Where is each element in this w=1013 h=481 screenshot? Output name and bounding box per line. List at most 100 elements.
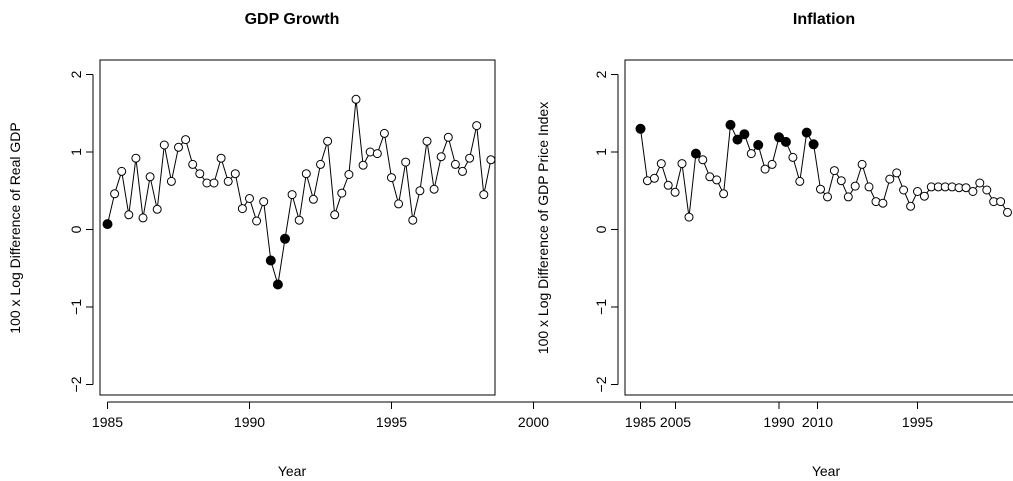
gdp-growth-data-point — [174, 142, 183, 152]
gdp-growth-data-point — [152, 204, 162, 214]
gdp-growth-data-point — [344, 170, 354, 179]
gdp-growth-data-point — [387, 173, 396, 183]
inflation-highlighted-point — [801, 127, 812, 138]
gdp-growth-data-point — [138, 213, 148, 223]
gdp-growth-highlighted-point — [265, 255, 276, 266]
inflation-highlighted-point — [808, 139, 819, 150]
gdp-growth-data-point — [131, 153, 141, 163]
gdp-growth-data-point — [237, 204, 247, 214]
inflation-data-point — [899, 185, 909, 195]
inflation-y-tick-label: −1 — [593, 299, 609, 315]
inflation-data-point — [823, 192, 832, 202]
inflation-data-point — [836, 176, 846, 186]
gdp-growth-data-point — [372, 149, 382, 159]
inflation-data-point — [698, 155, 708, 165]
gdp-growth-data-point — [337, 188, 347, 198]
inflation-data-point — [982, 185, 992, 195]
gdp-growth-data-point — [330, 210, 340, 220]
gdp-growth-y-tick-label: −1 — [68, 299, 84, 315]
gdp-growth-data-point — [301, 169, 311, 179]
inflation-plot-box — [624, 59, 1013, 396]
gdp-growth-data-point — [465, 153, 475, 163]
gdp-growth-data-point — [259, 197, 269, 207]
gdp-growth-data-point — [223, 176, 233, 186]
inflation-highlighted-point — [635, 123, 646, 134]
inflation-data-point — [712, 175, 722, 185]
gdp-growth-data-point — [294, 215, 304, 225]
inflation-data-point — [829, 166, 839, 176]
gdp-growth-data-point — [479, 190, 489, 200]
inflation-series-line — [640, 123, 1008, 218]
inflation-y-axis-label: 100 x Log Difference of GDP Price Index — [535, 102, 551, 354]
inflation-highlighted-point — [780, 136, 791, 147]
inflation-y-tick-label: 1 — [593, 148, 609, 156]
inflation-series — [635, 119, 1012, 222]
gdp-growth-data-point — [429, 184, 439, 194]
gdp-growth-panel: GDP Growth Year 100 x Log Difference of … — [7, 11, 833, 479]
gdp-growth-data-point — [245, 194, 254, 203]
gdp-growth-data-point — [323, 136, 333, 146]
gdp-growth-data-point — [379, 128, 389, 138]
gdp-growth-data-point — [188, 159, 198, 169]
gdp-growth-data-point — [159, 140, 169, 150]
gdp-growth-plot-box — [99, 59, 496, 396]
gdp-growth-data-point — [415, 186, 425, 196]
inflation-data-point — [885, 174, 895, 184]
gdp-growth-y-tick-label: 0 — [68, 225, 84, 233]
inflation-data-point — [878, 198, 888, 208]
gdp-growth-x-tick-label: 1995 — [376, 414, 407, 430]
gdp-growth-series — [102, 94, 496, 290]
inflation-y-tick-label: 2 — [593, 70, 609, 78]
inflation-data-point — [961, 183, 971, 193]
inflation-data-point — [760, 164, 770, 174]
inflation-data-point — [892, 168, 902, 178]
gdp-growth-data-point — [216, 153, 226, 163]
gdp-growth-data-point — [351, 94, 361, 104]
gdp-growth-x-axis-label: Year — [278, 463, 307, 479]
gdp-growth-data-point — [252, 216, 262, 226]
gdp-growth-data-point — [181, 135, 191, 145]
gdp-growth-data-point — [486, 155, 496, 165]
gdp-growth-x-tick-label: 2000 — [518, 414, 549, 430]
gdp-growth-data-point — [145, 172, 155, 182]
gdp-growth-y-tick-label: 2 — [68, 70, 84, 78]
gdp-growth-data-point — [458, 166, 467, 176]
inflation-data-point — [919, 191, 929, 201]
gdp-growth-data-point — [408, 215, 418, 225]
inflation-highlighted-point — [739, 129, 750, 140]
gdp-growth-y-axis-label: 100 x Log Difference of Real GDP — [7, 122, 23, 333]
inflation-data-point — [996, 197, 1006, 207]
inflation-data-point — [975, 178, 985, 188]
gdp-growth-data-point — [394, 199, 404, 209]
inflation-x-tick-label: 1990 — [763, 414, 794, 430]
inflation-data-point — [1003, 207, 1012, 217]
inflation-data-point — [788, 152, 798, 162]
inflation-data-point — [670, 187, 680, 197]
inflation-data-point — [719, 189, 729, 199]
inflation-highlighted-point — [753, 140, 764, 150]
inflation-data-point — [864, 182, 874, 192]
gdp-growth-x-tick-label: 1990 — [234, 414, 265, 430]
gdp-growth-data-point — [422, 136, 432, 146]
gdp-growth-data-point — [358, 160, 368, 170]
gdp-growth-axes: 1985 1990 1995 2000 2005 2010 −2 −1 0 1 2 — [68, 70, 833, 430]
inflation-data-point — [843, 192, 853, 202]
inflation-data-point — [649, 173, 659, 183]
gdp-growth-data-point — [401, 157, 411, 167]
inflation-x-axis-label: Year — [812, 463, 841, 479]
inflation-highlighted-point — [732, 134, 743, 145]
gdp-growth-y-tick-label: −2 — [68, 376, 84, 392]
gdp-growth-x-tick-label: 1985 — [92, 414, 123, 430]
inflation-data-point — [795, 176, 805, 186]
gdp-growth-highlighted-point — [272, 279, 283, 290]
gdp-growth-data-point — [316, 159, 325, 169]
inflation-data-point — [906, 201, 916, 211]
gdp-growth-y-tick-label: 1 — [68, 148, 84, 156]
gdp-growth-data-point — [308, 194, 318, 204]
inflation-y-tick-label: 0 — [593, 225, 609, 233]
gdp-growth-data-point — [450, 159, 460, 169]
gdp-growth-data-point — [472, 121, 482, 131]
gdp-growth-data-point — [195, 169, 205, 179]
gdp-growth-data-point — [117, 166, 127, 176]
inflation-highlighted-point — [725, 119, 736, 130]
